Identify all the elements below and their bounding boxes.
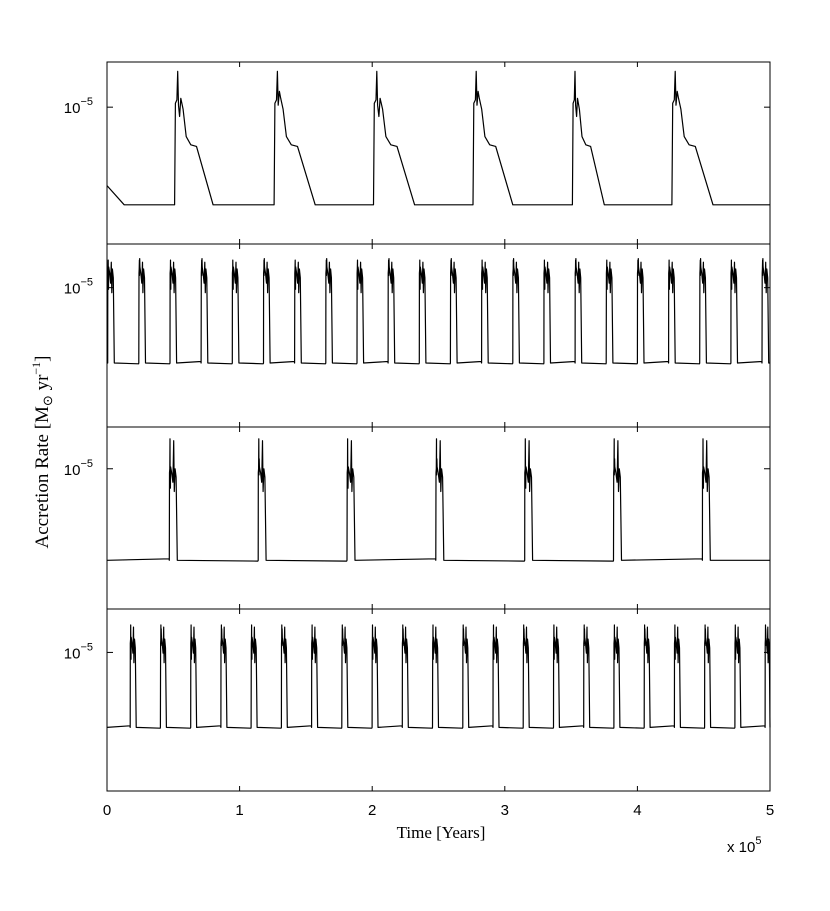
panel-frame: [106, 426, 771, 610]
panel-frame: [106, 61, 771, 245]
y-title-exp: −1: [29, 362, 43, 375]
series-line: [106, 70, 770, 206]
y-axis-title: Accretion Rate [M⊙ yr−1]: [29, 355, 55, 548]
y-tick-base: 10: [64, 645, 81, 662]
x-tick-label: 3: [501, 802, 509, 819]
y-title-main: Accretion Rate [M: [32, 406, 53, 549]
y-tick-base: 10: [64, 100, 81, 117]
y-title-yr: yr: [32, 374, 53, 395]
series-line: [106, 624, 771, 729]
x-multiplier-base: x 10: [727, 839, 755, 856]
y-tick-exp: −5: [80, 641, 93, 653]
y-tick-label: 10−5: [64, 641, 93, 662]
y-tick-exp: −5: [80, 277, 93, 289]
x-tick-label: 4: [633, 802, 641, 819]
panel-3: 10−5: [64, 426, 771, 610]
y-tick-label: 10−5: [64, 96, 93, 117]
series-line: [106, 438, 770, 562]
series-line: [106, 258, 770, 365]
x-tick-label: 5: [766, 802, 774, 819]
y-tick-exp: −5: [80, 96, 93, 108]
panel-1: 10−5: [64, 61, 771, 245]
panel-4: 10−5: [64, 608, 771, 792]
x-tick-label: 1: [235, 802, 243, 819]
y-title-sun-symbol: ⊙: [40, 395, 55, 406]
x-multiplier-exp: 5: [755, 835, 761, 847]
y-tick-label: 10−5: [64, 277, 93, 298]
x-tick-labels: 0 1 2 3 4 5: [103, 802, 774, 819]
panel-2: 10−5: [64, 243, 771, 428]
y-title-close: ]: [32, 355, 53, 361]
x-multiplier: x 105: [727, 835, 761, 856]
x-tick-label: 0: [103, 802, 111, 819]
x-axis-title: Time [Years]: [397, 823, 486, 842]
panels-group: 10−510−510−510−5: [64, 61, 771, 792]
y-tick-label: 10−5: [64, 458, 93, 479]
y-tick-base: 10: [64, 462, 81, 479]
y-tick-base: 10: [64, 281, 81, 298]
y-tick-exp: −5: [80, 458, 93, 470]
x-tick-label: 2: [368, 802, 376, 819]
